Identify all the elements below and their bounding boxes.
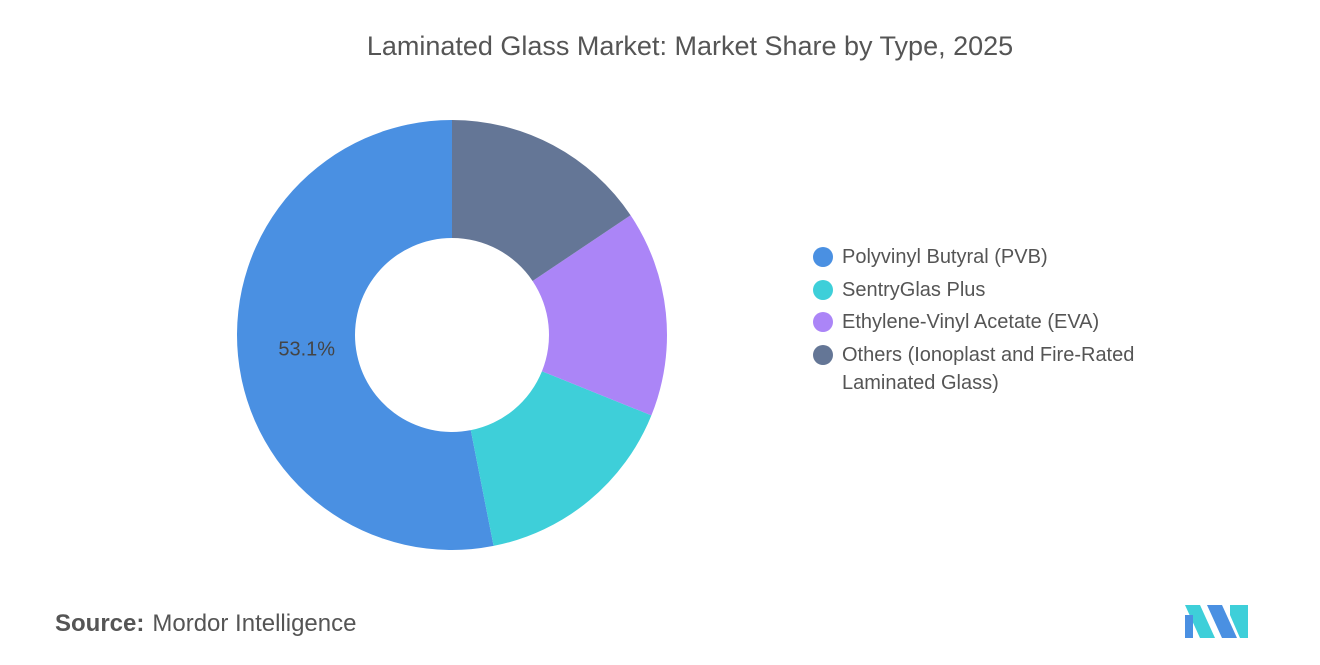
- data-label: 53.1%: [278, 338, 335, 360]
- legend-marker: [813, 344, 833, 365]
- source: Source: Mordor Intelligence: [55, 610, 356, 638]
- legend: Polyvinyl Butyral (PVB) SentryGlas Plus Et…: [812, 243, 1172, 401]
- legend-item: Polyvinyl Butyral (PVB): [812, 243, 1172, 271]
- legend-label: SentryGlas Plus: [842, 278, 986, 301]
- logo: [1185, 605, 1248, 638]
- legend-item: SentryGlas Plus: [812, 276, 1172, 304]
- legend-label: Polyvinyl Butyral (PVB): [842, 246, 1048, 268]
- donut-slice: [236, 120, 494, 551]
- legend-item: Ethylene-Vinyl Acetate (EVA): [812, 308, 1172, 336]
- donut-slice: [470, 371, 652, 546]
- chart-title: Laminated Glass Market: Market Share by …: [367, 31, 1013, 61]
- donut-slice: [452, 120, 631, 281]
- legend-marker: [813, 312, 833, 332]
- donut-slice: [532, 215, 667, 416]
- source-label: Source:: [55, 610, 145, 637]
- legend-marker: [813, 247, 833, 267]
- legend-item: Others (Ionoplast and Fire-Rated Laminat…: [812, 341, 1172, 397]
- legend-label: Ethylene-Vinyl Acetate (EVA): [842, 311, 1100, 333]
- legend-marker: [813, 279, 833, 300]
- source-text: Mordor Intelligence: [152, 610, 357, 637]
- legend-label: Others (Ionoplast and Fire-Rated Laminat…: [842, 343, 1135, 394]
